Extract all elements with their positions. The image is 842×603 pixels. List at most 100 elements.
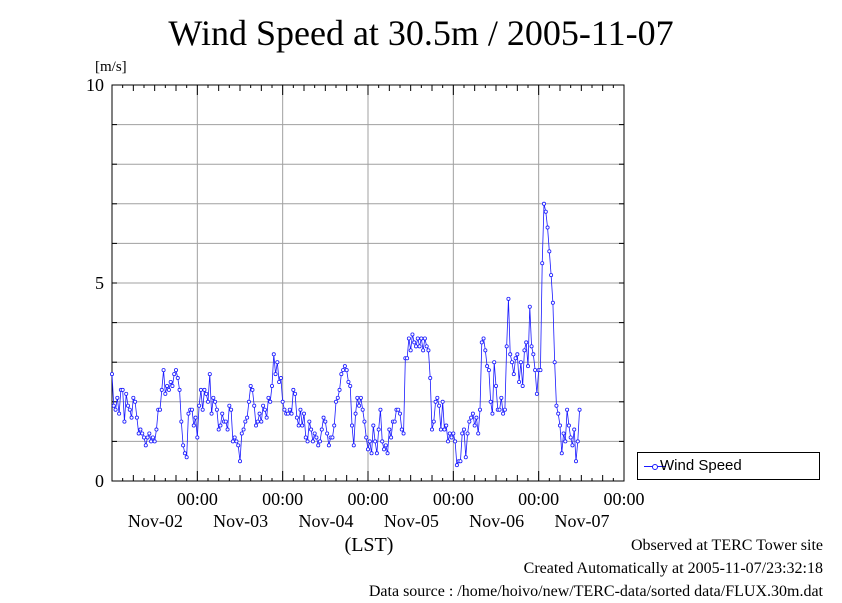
data-point [387, 427, 392, 432]
data-point [526, 364, 531, 369]
data-point [385, 451, 390, 456]
data-point [360, 407, 365, 412]
data-point [332, 423, 337, 428]
data-point [207, 372, 212, 377]
data-point [554, 403, 559, 408]
data-point [198, 387, 203, 392]
data-point [408, 348, 413, 353]
data-point [531, 352, 536, 357]
data-point [342, 364, 347, 369]
data-point [477, 407, 482, 412]
data-point [124, 391, 129, 396]
data-point [392, 419, 397, 424]
data-point [545, 225, 550, 230]
data-point [122, 419, 127, 424]
data-point [517, 379, 522, 384]
data-point [513, 356, 518, 361]
data-point [558, 423, 563, 428]
data-point [451, 431, 456, 436]
data-point [280, 399, 285, 404]
x-axis-label: (LST) [345, 534, 394, 556]
data-point [458, 459, 463, 464]
data-point [376, 427, 381, 432]
data-point [362, 419, 367, 424]
data-point [333, 399, 338, 404]
data-point [117, 411, 122, 416]
data-point [547, 249, 552, 254]
data-point [444, 423, 449, 428]
data-point [417, 344, 422, 349]
data-point [465, 431, 470, 436]
data-point [397, 411, 402, 416]
data-point [515, 352, 520, 357]
data-point [236, 443, 241, 448]
y-axis-label: [m/s] [95, 59, 127, 75]
data-point [141, 435, 146, 440]
data-point [380, 439, 385, 444]
data-point [499, 395, 504, 400]
data-point [317, 439, 322, 444]
data-point [472, 423, 477, 428]
data-point [149, 439, 154, 444]
legend: Wind Speed [637, 452, 820, 480]
data-point [115, 395, 120, 400]
footer: Observed at TERC Tower site Created Auto… [369, 534, 823, 603]
data-point [518, 360, 523, 365]
data-point [168, 379, 173, 384]
data-point [113, 407, 118, 412]
data-point [381, 447, 386, 452]
data-point [488, 399, 493, 404]
data-point [527, 304, 532, 309]
data-point [364, 435, 369, 440]
data-point [481, 336, 486, 341]
data-point [346, 379, 351, 384]
x-tick-day-label: Nov-02 [128, 511, 183, 531]
data-point [241, 427, 246, 432]
data-point [357, 403, 362, 408]
data-point [561, 431, 566, 436]
data-point [575, 439, 580, 444]
data-point [445, 439, 450, 444]
x-tick-day-label: Nov-04 [299, 511, 354, 531]
data-point [314, 435, 319, 440]
data-point [449, 435, 454, 440]
data-point [540, 261, 545, 266]
legend-label: Wind Speed [660, 457, 742, 474]
data-point [474, 415, 479, 420]
data-point [298, 407, 303, 412]
data-point [506, 296, 511, 301]
data-point [287, 407, 292, 412]
data-point [383, 443, 388, 448]
data-point [550, 300, 555, 305]
data-point [326, 443, 331, 448]
data-point [133, 399, 138, 404]
data-point [355, 395, 360, 400]
data-point [259, 419, 264, 424]
data-point [309, 427, 314, 432]
data-point [520, 383, 525, 388]
data-point [181, 443, 186, 448]
data-point [127, 407, 132, 412]
data-point [470, 411, 475, 416]
data-point [437, 403, 442, 408]
data-point [486, 368, 491, 373]
data-point [262, 407, 267, 412]
data-point [110, 372, 115, 377]
data-point [568, 435, 573, 440]
data-point [549, 273, 554, 278]
data-point [421, 348, 426, 353]
data-point [126, 403, 131, 408]
data-point [157, 407, 162, 412]
data-point [504, 344, 509, 349]
data-point [150, 435, 155, 440]
data-point [378, 407, 383, 412]
data-point [173, 368, 178, 373]
data-point [412, 340, 417, 345]
x-tick-time-label: 00:00 [177, 489, 218, 509]
data-point [511, 372, 516, 377]
x-tick-day-label: Nov-07 [555, 511, 610, 531]
data-point [483, 348, 488, 353]
data-point [282, 407, 287, 412]
data-point [138, 427, 143, 432]
data-point [442, 427, 447, 432]
